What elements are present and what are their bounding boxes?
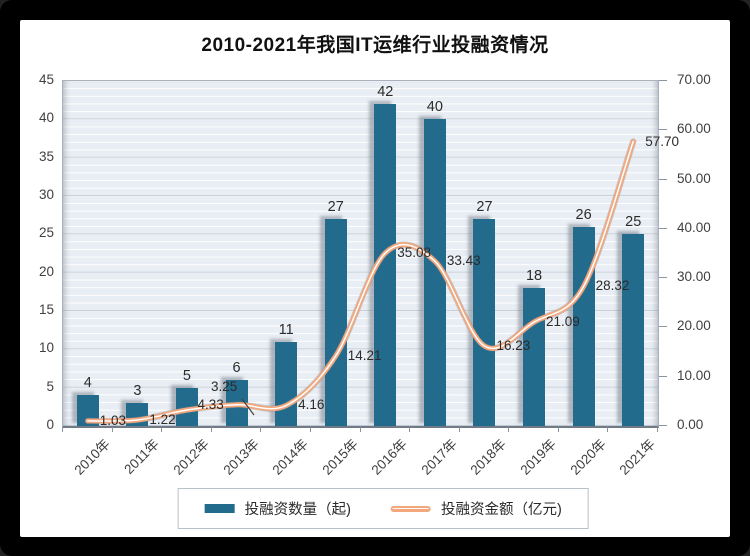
x-axis-tickmark bbox=[409, 427, 411, 432]
right-axis-tickmark bbox=[659, 227, 667, 229]
bar-value-label: 27 bbox=[476, 199, 493, 215]
bar-2012年 bbox=[175, 387, 198, 426]
label-leader-line bbox=[241, 398, 255, 416]
legend: 投融资数量（起) 投融资金额（亿元) bbox=[177, 488, 589, 529]
x-axis-tickmark bbox=[309, 427, 311, 432]
right-axis-tickmark bbox=[659, 277, 667, 279]
line-series bbox=[63, 81, 658, 426]
bar-2019年 bbox=[523, 288, 546, 426]
line-value-label: 14.21 bbox=[347, 347, 382, 363]
line-inner bbox=[87, 140, 634, 422]
bar-value-label: 25 bbox=[625, 214, 642, 231]
x-axis-tickmark bbox=[161, 427, 163, 432]
data-labels: 4 3 5 6 11 27 42 40 27 18 26 25 1.03 1.22 3.25 4.33 4.16… bbox=[63, 81, 679, 428]
chart-panel: 2010-2021年我国IT运维行业投融资情况 4 3 5 6 11 27 42 40 27 18… bbox=[20, 20, 730, 537]
x-axis-tickmark bbox=[508, 427, 510, 432]
left-axis-tick-label: 0 bbox=[46, 417, 54, 432]
line-value-label: 33.43 bbox=[446, 253, 481, 269]
bar-value-label: 26 bbox=[575, 206, 592, 223]
bar-value-label: 6 bbox=[232, 360, 241, 376]
bar-2015年 bbox=[324, 219, 347, 426]
x-axis-tickmark bbox=[260, 427, 262, 432]
line-value-label: 21.09 bbox=[546, 314, 580, 330]
right-axis-tickmark bbox=[659, 80, 667, 81]
bar-value-label: 42 bbox=[377, 84, 394, 100]
x-axis-tickmark bbox=[458, 427, 460, 432]
left-axis-tick-label: 15 bbox=[38, 302, 54, 317]
legend-bar-label: 投融资数量（起) bbox=[244, 502, 351, 518]
left-axis-tick-label: 20 bbox=[38, 263, 54, 279]
line-value-label: 57.70 bbox=[645, 133, 679, 149]
left-axis-tick-label: 5 bbox=[46, 378, 54, 394]
x-axis-tickmark bbox=[111, 427, 113, 432]
right-axis-tickmark bbox=[659, 375, 667, 377]
bar-2021年 bbox=[622, 234, 645, 426]
left-axis-tick-label: 45 bbox=[38, 72, 54, 87]
line-value-label: 4.33 bbox=[197, 396, 224, 412]
bar-value-label: 5 bbox=[182, 367, 191, 384]
left-axis-tick-label: 25 bbox=[38, 225, 54, 241]
right-axis-tick-label: 70.00 bbox=[677, 72, 711, 87]
bar-value-label: 11 bbox=[278, 321, 294, 338]
line-value-label: 1.22 bbox=[149, 411, 176, 427]
right-axis-tick-label: 10.00 bbox=[677, 367, 711, 383]
x-axis-tickmark bbox=[557, 427, 559, 432]
bar-value-label: 4 bbox=[83, 375, 92, 392]
bar-value-label: 3 bbox=[133, 383, 142, 399]
legend-line-swatch-icon bbox=[390, 505, 431, 512]
right-axis-tickmark bbox=[659, 326, 667, 328]
line-value-label: 3.25 bbox=[210, 378, 238, 394]
right-axis-tick-label: 60.00 bbox=[677, 121, 711, 137]
bar-2017年 bbox=[423, 119, 446, 426]
line-value-label: 35.08 bbox=[397, 245, 432, 261]
right-axis-tick-label: 40.00 bbox=[677, 219, 711, 235]
right-axis-tick-label: 30.00 bbox=[677, 269, 711, 285]
line-value-label: 1.03 bbox=[99, 412, 127, 428]
bar-2016年 bbox=[374, 104, 397, 426]
left-axis-tick-label: 40 bbox=[38, 110, 54, 126]
left-axis-tick-label: 30 bbox=[38, 187, 54, 202]
left-axis-tick-label: 35 bbox=[38, 148, 54, 164]
x-axis-tickmark bbox=[210, 427, 212, 432]
right-axis-tickmark bbox=[659, 178, 667, 180]
x-axis-label: 2011年 bbox=[121, 436, 163, 477]
legend-line-label: 投融资金额（亿元) bbox=[440, 502, 562, 518]
right-axis-tick-label: 20.00 bbox=[677, 318, 711, 334]
bar-value-label: 27 bbox=[327, 199, 344, 215]
bar-value-label: 40 bbox=[426, 99, 443, 116]
right-axis-tick-label: 50.00 bbox=[677, 170, 711, 186]
left-axis-tick-label: 10 bbox=[38, 340, 54, 356]
x-axis-tickmark bbox=[359, 427, 361, 432]
bar-2018年 bbox=[473, 219, 496, 426]
line-value-label: 16.23 bbox=[496, 338, 531, 353]
x-axis-tickmark bbox=[62, 427, 63, 432]
right-axis-tickmark bbox=[659, 129, 667, 131]
chart-title: 2010-2021年我国IT运维行业投融资情况 bbox=[201, 35, 549, 56]
x-axis-label: 2010年 bbox=[71, 436, 113, 478]
line-value-label: 28.32 bbox=[595, 278, 630, 294]
right-axis-tick-label: 0.00 bbox=[677, 417, 704, 432]
bar-value-label: 18 bbox=[525, 268, 543, 284]
right-axis-tickmark bbox=[659, 425, 667, 426]
legend-bar-swatch-icon bbox=[204, 504, 235, 513]
x-axis-tickmark bbox=[607, 427, 609, 432]
plot-area: 4 3 5 6 11 27 42 40 27 18 26 25 1.03 1.22 3.25 4.33 4.16… bbox=[62, 80, 679, 428]
bar-2010年 bbox=[76, 395, 99, 426]
x-axis-tickmark bbox=[657, 427, 658, 432]
line-value-label: 4.16 bbox=[298, 397, 325, 413]
